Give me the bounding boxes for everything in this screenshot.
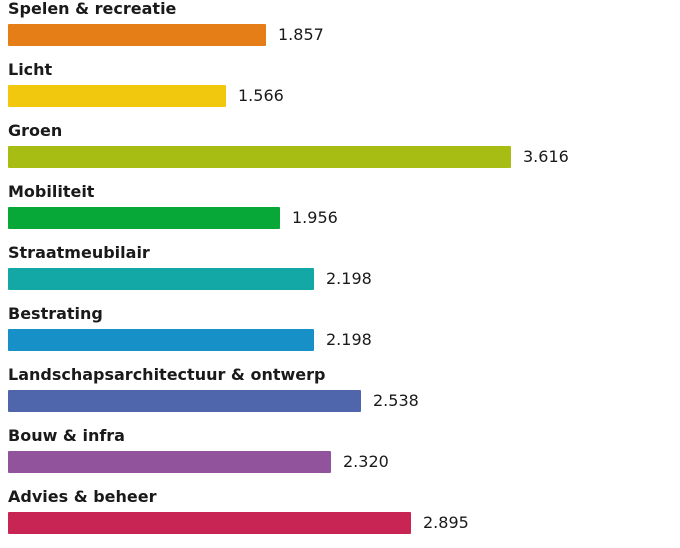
bar <box>8 207 280 229</box>
value-label: 3.616 <box>523 147 569 166</box>
category-label: Straatmeubilair <box>8 243 150 262</box>
value-label: 1.566 <box>238 86 284 105</box>
bar <box>8 451 331 473</box>
bar <box>8 512 411 534</box>
bar <box>8 85 226 107</box>
value-label: 1.956 <box>292 208 338 227</box>
bar <box>8 146 511 168</box>
category-label: Spelen & recreatie <box>8 0 177 18</box>
value-label: 2.895 <box>423 513 469 532</box>
value-label: 2.198 <box>326 330 372 349</box>
bar <box>8 268 314 290</box>
category-label: Advies & beheer <box>8 487 157 506</box>
value-label: 1.857 <box>278 25 324 44</box>
value-label: 2.538 <box>373 391 419 410</box>
bar-row: Spelen & recreatie 1.857 <box>0 0 680 60</box>
category-label: Bestrating <box>8 304 103 323</box>
bar <box>8 329 314 351</box>
category-label: Mobiliteit <box>8 182 95 201</box>
bar <box>8 390 361 412</box>
bar-chart: Spelen & recreatie 1.857 Licht 1.566 Groen 3.… <box>0 0 680 534</box>
bar-row: Bestrating 2.198 <box>0 305 680 365</box>
category-label: Bouw & infra <box>8 426 125 445</box>
bar-row: Groen 3.616 <box>0 122 680 182</box>
bar-row: Landschapsarchitectuur & ontwerp 2.538 <box>0 366 680 426</box>
bar-row: Licht 1.566 <box>0 61 680 121</box>
bar <box>8 24 266 46</box>
value-label: 2.320 <box>343 452 389 471</box>
bar-row: Bouw & infra 2.320 <box>0 427 680 487</box>
value-label: 2.198 <box>326 269 372 288</box>
category-label: Licht <box>8 60 53 79</box>
category-label: Landschapsarchitectuur & ontwerp <box>8 365 326 384</box>
bar-row: Advies & beheer 2.895 <box>0 488 680 548</box>
bar-row: Mobiliteit 1.956 <box>0 183 680 243</box>
bar-row: Straatmeubilair 2.198 <box>0 244 680 304</box>
category-label: Groen <box>8 121 63 140</box>
